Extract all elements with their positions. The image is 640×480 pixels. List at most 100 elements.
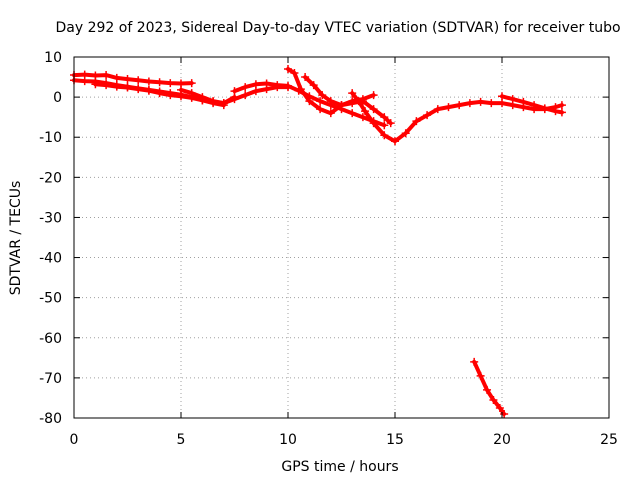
data-point	[296, 85, 305, 94]
data-point	[316, 105, 325, 114]
data-point	[444, 103, 453, 112]
x-tick-label: 5	[177, 432, 186, 448]
data-point	[391, 137, 399, 146]
data-point	[80, 77, 89, 86]
data-point	[301, 73, 310, 82]
data-point	[557, 108, 566, 117]
x-tick-label: 0	[70, 432, 79, 448]
data-point	[361, 107, 370, 116]
y-tick-label: -50	[39, 291, 62, 307]
data-point	[251, 87, 260, 96]
grid-lines	[74, 57, 609, 418]
data-point	[230, 95, 239, 104]
data-point	[112, 73, 121, 82]
x-tick-labels: 0 5 10 15 20 25	[70, 432, 618, 448]
x-axis-label: GPS time / hours	[281, 459, 398, 475]
data-point	[476, 371, 485, 380]
data-point	[144, 77, 153, 86]
data-series	[70, 65, 566, 418]
data-point	[134, 85, 143, 94]
y-tick-label: -70	[39, 371, 62, 387]
x-tick-label: 15	[386, 432, 404, 448]
data-point	[187, 79, 196, 88]
data-point	[348, 89, 357, 98]
data-point	[337, 101, 346, 110]
data-point	[380, 121, 389, 130]
data-point	[290, 69, 299, 78]
data-point	[155, 89, 164, 98]
y-axis-label: SDTVAR / TECUs	[8, 181, 24, 296]
data-point	[166, 91, 175, 100]
data-point	[498, 92, 506, 101]
series-track-i	[498, 92, 566, 117]
series-track-j	[470, 357, 509, 418]
data-point	[241, 83, 250, 92]
data-point	[519, 97, 528, 106]
data-point	[401, 129, 410, 138]
data-point	[412, 117, 421, 126]
data-point	[284, 81, 292, 90]
data-point	[318, 91, 327, 100]
series-track-h	[348, 89, 566, 146]
data-point	[219, 99, 228, 108]
data-point	[455, 101, 464, 110]
data-point	[380, 113, 389, 122]
data-point	[155, 78, 164, 87]
data-point	[487, 99, 496, 108]
data-point	[423, 111, 432, 120]
data-point	[530, 101, 539, 110]
data-point	[380, 131, 389, 140]
data-point	[386, 119, 395, 128]
data-point	[123, 83, 132, 92]
data-point	[305, 97, 314, 106]
data-point	[476, 97, 485, 106]
data-point	[489, 395, 498, 404]
data-point	[273, 81, 282, 90]
data-point	[500, 409, 509, 418]
data-point	[166, 79, 175, 88]
data-point	[358, 113, 367, 122]
data-point	[251, 80, 260, 89]
data-point	[326, 109, 335, 118]
data-point	[284, 65, 292, 74]
y-tick-label: -30	[39, 210, 62, 226]
data-point	[134, 76, 143, 85]
plot-frame	[73, 56, 610, 419]
y-tick-label: -60	[39, 331, 62, 347]
x-tick-label: 10	[279, 432, 297, 448]
data-point	[369, 105, 378, 114]
data-point	[187, 89, 196, 98]
data-point	[508, 95, 517, 104]
data-point	[102, 71, 111, 80]
data-point	[354, 97, 363, 106]
data-point	[369, 91, 378, 100]
data-point	[241, 91, 250, 100]
series-line	[350, 91, 564, 144]
data-point	[262, 79, 271, 88]
data-point	[557, 101, 566, 110]
data-point	[348, 99, 357, 108]
chart-title: Day 292 of 2023, Sidereal Day-to-day VTE…	[55, 20, 620, 36]
series-track-a	[70, 70, 196, 88]
data-point	[230, 87, 239, 96]
data-point	[91, 80, 100, 89]
data-point	[123, 75, 132, 84]
data-point	[209, 97, 218, 106]
x-tick-label: 20	[493, 432, 511, 448]
data-point	[498, 99, 506, 108]
data-point	[177, 85, 185, 94]
y-tick-label: -10	[39, 130, 62, 146]
y-tick-label: -20	[39, 170, 62, 186]
data-point	[433, 105, 442, 114]
y-tick-label: -40	[39, 251, 62, 267]
data-point	[465, 99, 474, 108]
data-point	[483, 385, 492, 394]
data-point	[551, 107, 560, 116]
data-point	[495, 403, 504, 412]
data-point	[198, 93, 207, 102]
axis-ticks	[73, 56, 610, 419]
data-point	[348, 109, 357, 118]
data-point	[112, 82, 121, 91]
data-point	[316, 97, 325, 106]
